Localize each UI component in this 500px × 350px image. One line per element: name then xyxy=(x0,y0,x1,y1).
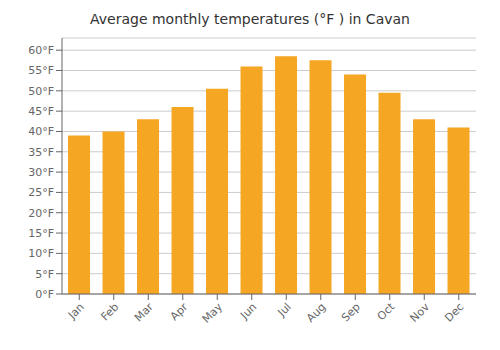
svg-text:10°F: 10°F xyxy=(28,247,54,260)
svg-text:35°F: 35°F xyxy=(28,146,54,159)
svg-text:May: May xyxy=(200,300,226,326)
svg-text:0°F: 0°F xyxy=(35,288,54,301)
svg-text:30°F: 30°F xyxy=(28,166,54,179)
svg-text:Apr: Apr xyxy=(168,300,191,323)
svg-text:15°F: 15°F xyxy=(28,227,54,240)
svg-text:Nov: Nov xyxy=(408,300,433,325)
svg-text:Mar: Mar xyxy=(132,300,156,324)
svg-text:20°F: 20°F xyxy=(28,207,54,220)
svg-text:Feb: Feb xyxy=(98,300,121,323)
svg-text:Jan: Jan xyxy=(65,300,87,322)
svg-text:5°F: 5°F xyxy=(35,268,54,281)
svg-text:Jun: Jun xyxy=(237,300,259,322)
svg-text:Oct: Oct xyxy=(375,300,398,323)
svg-text:40°F: 40°F xyxy=(28,125,54,138)
html-text:Average monthly temperatures (: Average monthly temperatures (°F ) in Ca… xyxy=(90,11,410,27)
svg-text:55°F: 55°F xyxy=(28,64,54,77)
svg-text:Sep: Sep xyxy=(339,300,363,324)
svg-text:Dec: Dec xyxy=(442,300,466,324)
svg-text:25°F: 25°F xyxy=(28,186,54,199)
svg-text:45°F: 45°F xyxy=(28,105,54,118)
svg-text:Jul: Jul xyxy=(275,300,294,319)
svg-text:50°F: 50°F xyxy=(28,85,54,98)
svg-text:Aug: Aug xyxy=(304,300,328,324)
svg-text:60°F: 60°F xyxy=(28,44,54,57)
